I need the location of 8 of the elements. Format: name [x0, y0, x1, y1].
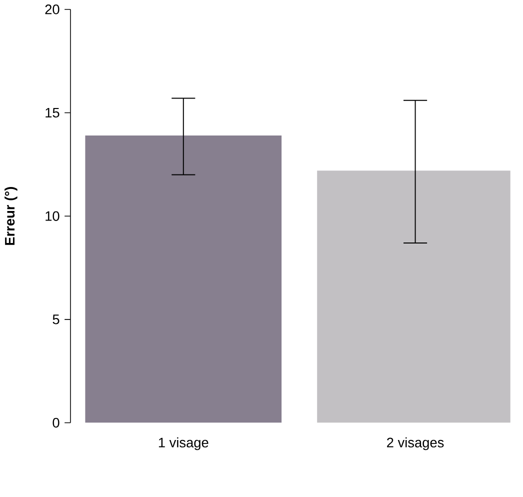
y-axis-title: Erreur (°): [4, 186, 18, 245]
y-tick-label: 10: [46, 211, 60, 221]
x-tick-label: 1 visage: [158, 437, 208, 450]
y-tick-label: 5: [52, 314, 60, 324]
y-tick-label: 0: [52, 418, 60, 428]
x-tick-label: 2 visages: [387, 437, 444, 450]
y-tick-label: 15: [46, 108, 60, 118]
y-tick-label: 20: [45, 4, 60, 14]
